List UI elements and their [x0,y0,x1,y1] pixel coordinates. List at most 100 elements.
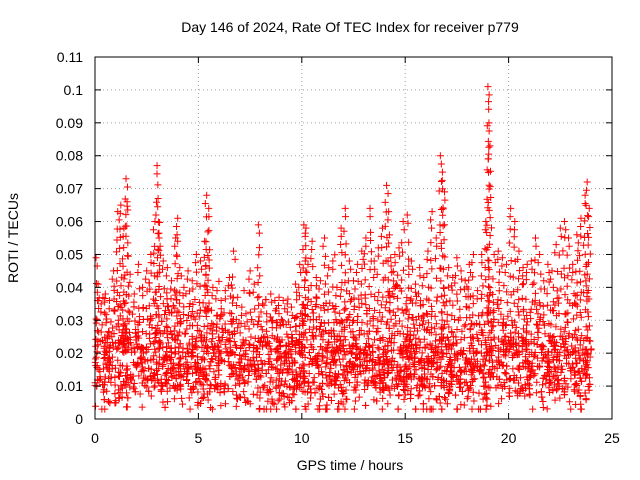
data-point [444,272,452,280]
data-point [92,342,100,350]
data-point [399,266,407,274]
data-point [372,384,380,392]
data-point [554,268,562,276]
data-point [431,312,439,320]
data-point [443,310,451,318]
data-point [281,350,289,358]
data-point [250,320,258,328]
data-point [207,404,215,412]
data-point [446,341,454,349]
data-point [439,284,447,292]
data-point [254,334,262,342]
data-point [307,255,315,263]
data-point [269,363,277,371]
data-point [240,376,248,384]
data-point [175,308,183,316]
data-point [514,364,522,372]
data-point [552,323,560,331]
data-point [557,368,565,376]
data-point [315,285,323,293]
data-point [141,381,149,389]
data-point [118,362,126,370]
data-point [584,349,592,357]
data-point [394,371,402,379]
data-point [178,400,186,408]
data-point [139,292,147,300]
data-point [123,183,131,191]
data-point [392,320,400,328]
data-point [157,380,165,388]
data-point [557,232,565,240]
data-point-peak [556,224,564,232]
data-point [381,198,389,206]
data-point [185,303,193,311]
data-point [145,279,153,287]
data-point [505,339,513,347]
data-point [290,314,298,322]
data-point [201,342,209,350]
data-point [360,357,368,365]
data-point [283,393,291,401]
data-point [257,323,265,331]
data-point-peak [143,267,151,275]
data-point [149,226,157,234]
data-point [217,402,225,410]
data-point-peak [312,273,320,281]
data-point [116,292,124,300]
data-point-peak [519,264,527,272]
data-point [202,238,210,246]
data-point [171,383,179,391]
data-point [310,323,318,331]
data-point [506,225,514,233]
data-point [138,359,146,367]
data-point [184,311,192,319]
data-point [119,255,127,263]
data-point-peak [267,290,275,298]
data-point [150,259,158,267]
data-point [176,360,184,368]
data-point [215,337,223,345]
data-point [501,333,509,341]
data-point-peak [581,191,589,199]
data-point [283,369,291,377]
data-point [368,357,376,365]
data-point-peak [478,250,486,258]
data-point [460,367,468,375]
data-point [153,370,161,378]
data-point [292,405,300,413]
data-point [407,394,415,402]
data-point [539,374,547,382]
data-point [510,233,518,241]
data-point [576,296,584,304]
data-point [584,212,592,220]
data-point [199,393,207,401]
data-point [317,319,325,327]
data-point [356,345,364,353]
data-point [213,312,221,320]
data-point [217,349,225,357]
data-point-peak [92,254,100,262]
data-point [352,353,360,361]
data-point [489,347,497,355]
data-point [586,380,594,388]
data-point [586,250,594,258]
data-point [295,292,303,300]
data-point [412,405,420,413]
grid-lines [95,57,612,419]
data-point [402,300,410,308]
data-point [111,374,119,382]
data-point [346,363,354,371]
data-point [269,399,277,407]
data-point [522,295,530,303]
data-point [319,336,327,344]
data-point [499,326,507,334]
data-point [548,306,556,314]
data-point [537,388,545,396]
data-point [528,362,536,370]
data-point [92,280,100,288]
data-point [105,327,113,335]
data-point-peak [490,250,498,258]
data-point-peak [407,257,415,265]
data-point [319,371,327,379]
data-point [277,361,285,369]
